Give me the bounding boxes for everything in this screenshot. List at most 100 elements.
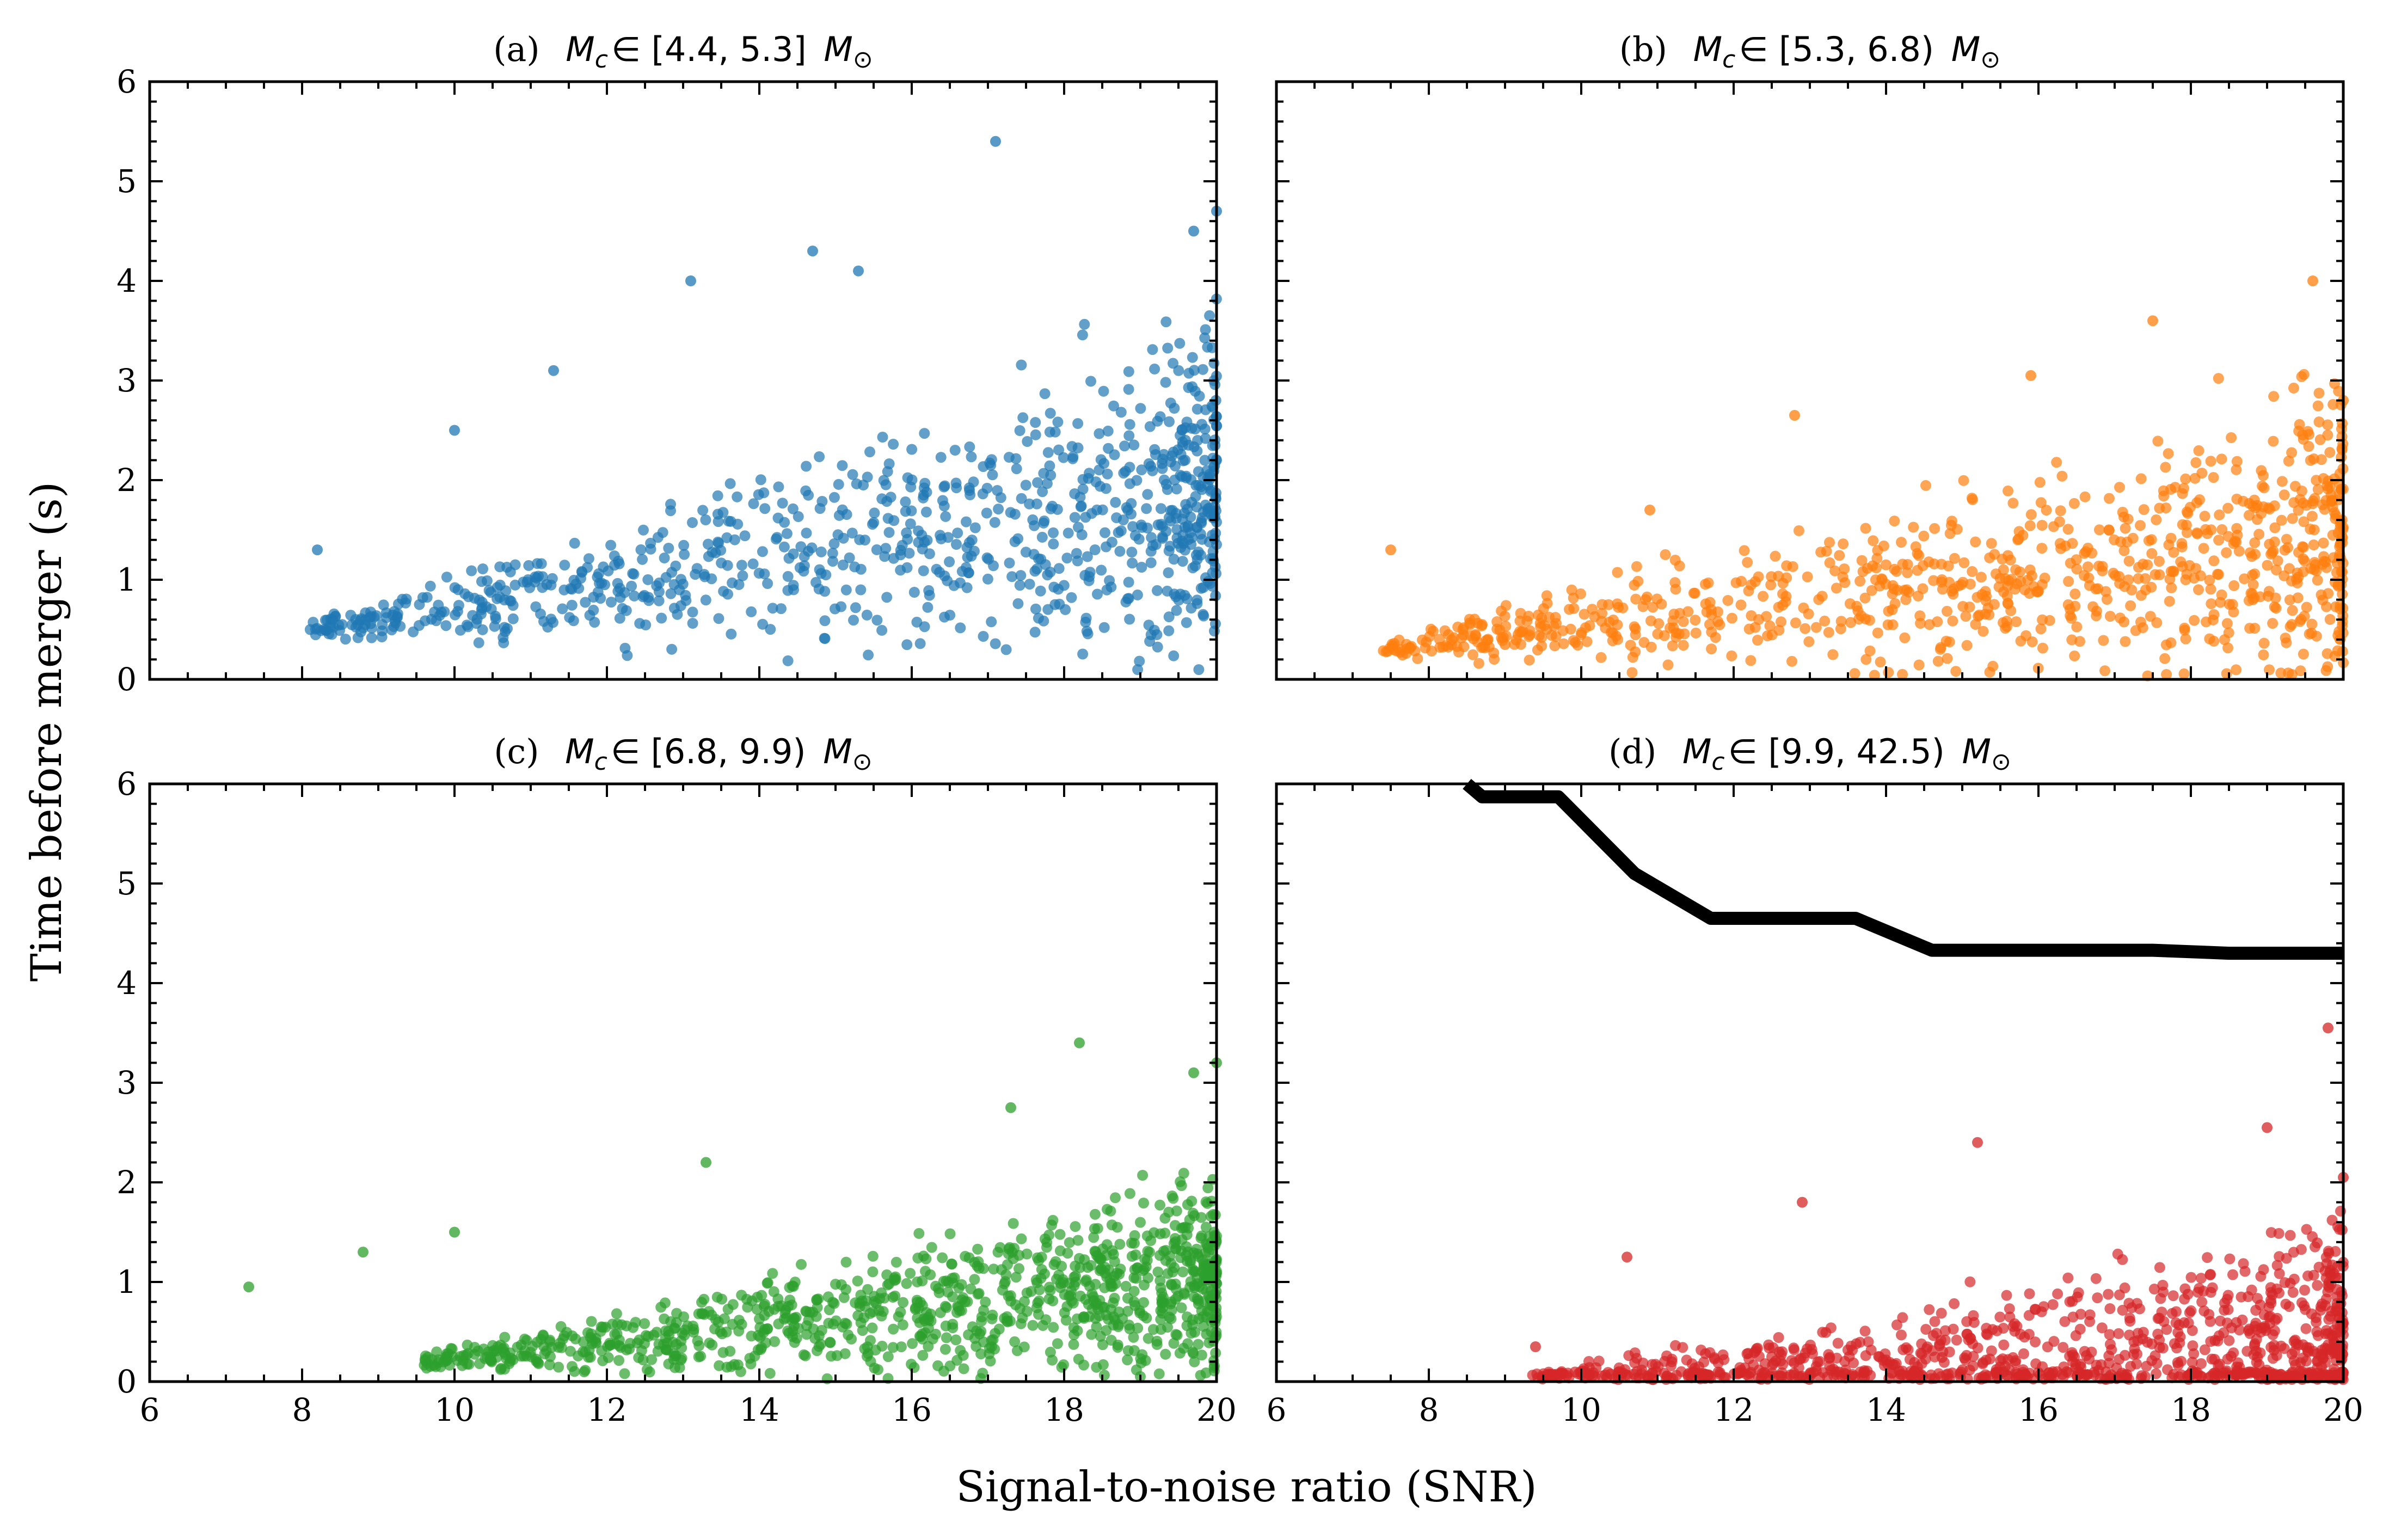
point-b <box>2231 523 2243 534</box>
point-b <box>2296 486 2307 496</box>
x-tick-label: 10 <box>434 1391 475 1428</box>
point-a <box>876 624 888 636</box>
point-d <box>2302 1345 2313 1357</box>
point-b <box>2268 391 2280 402</box>
point-c <box>1056 1361 1067 1373</box>
point-a <box>417 592 428 603</box>
point-b <box>2118 511 2129 523</box>
point-a <box>951 482 962 494</box>
point-b <box>1653 618 1665 629</box>
point-c <box>452 1355 463 1366</box>
point-d <box>2018 1348 2029 1359</box>
point-b <box>2055 505 2066 517</box>
point-b <box>1889 598 1901 609</box>
point-c <box>1034 1284 1045 1296</box>
point-d <box>2274 1287 2284 1299</box>
point-b <box>2180 633 2191 645</box>
point-a <box>1205 486 1217 497</box>
x-tick-label: 12 <box>587 1391 627 1428</box>
point-d <box>2287 1287 2299 1298</box>
point-d <box>2129 1343 2140 1354</box>
point-d <box>1997 1353 2009 1365</box>
point-c <box>950 1334 962 1346</box>
point-a <box>895 544 906 556</box>
point-a <box>737 570 748 581</box>
point-d <box>2231 1370 2242 1381</box>
point-b <box>1798 602 1809 613</box>
point-c <box>1056 1261 1067 1272</box>
y-tick-label: 3 <box>116 1064 137 1101</box>
point-a <box>1209 440 1221 451</box>
point-b <box>2336 423 2347 434</box>
point-a <box>871 615 883 626</box>
point-a <box>1133 533 1145 545</box>
point-d <box>2312 1280 2323 1291</box>
point-a <box>1072 442 1084 453</box>
point-c <box>840 1284 852 1295</box>
point-d <box>1929 1316 1940 1327</box>
point-d <box>2166 1308 2178 1319</box>
point-a <box>864 446 875 458</box>
point-a <box>1134 655 1145 667</box>
point-a <box>697 505 709 516</box>
point-d <box>2324 1281 2335 1293</box>
point-d <box>2124 1312 2135 1324</box>
title-unit-sub-a: ⊙ <box>853 46 873 73</box>
point-a <box>656 612 667 624</box>
point-b <box>1765 579 1777 591</box>
point-a <box>732 491 743 502</box>
point-b <box>1641 591 1653 603</box>
point-c <box>944 1228 956 1240</box>
point-c <box>1178 1168 1189 1179</box>
point-a <box>505 566 516 578</box>
point-a <box>961 562 972 573</box>
point-c <box>1165 1258 1177 1269</box>
point-a <box>830 603 840 615</box>
point-b <box>1924 619 1935 630</box>
point-a <box>888 553 899 564</box>
point-b <box>2306 511 2318 522</box>
point-b <box>1770 550 1781 562</box>
point-d <box>2299 1285 2310 1296</box>
point-b <box>1777 578 1789 589</box>
point-a <box>781 528 793 539</box>
point-a <box>1077 483 1089 495</box>
point-b <box>1970 619 1981 630</box>
point-b <box>1899 585 1910 596</box>
scatter-points-a <box>304 136 1222 676</box>
point-c <box>920 1266 931 1277</box>
point-c <box>784 1294 796 1306</box>
x-tick-label: 18 <box>2171 1391 2211 1428</box>
point-b <box>2263 502 2274 513</box>
point-a <box>679 549 690 560</box>
point-b <box>1576 627 1587 639</box>
point-b <box>1679 628 1690 640</box>
point-a <box>1066 592 1077 603</box>
point-b <box>1831 582 1842 594</box>
point-a <box>1181 617 1192 628</box>
point-b <box>1913 659 1925 671</box>
point-d <box>1605 1369 1617 1380</box>
point-b <box>1918 530 1930 542</box>
point-d <box>1831 1369 1843 1381</box>
point-a <box>1165 516 1176 526</box>
point-a <box>559 560 570 571</box>
point-d <box>1814 1372 1826 1383</box>
point-b <box>2151 617 2163 628</box>
point-a <box>987 469 998 481</box>
point-a <box>638 590 650 601</box>
point-a <box>746 606 757 617</box>
point-d <box>2161 1324 2172 1335</box>
point-d <box>2239 1266 2251 1277</box>
point-d <box>1845 1340 1857 1352</box>
point-d <box>1936 1308 1947 1319</box>
point-d <box>2246 1284 2257 1296</box>
point-a <box>793 511 804 522</box>
point-a <box>663 543 674 554</box>
point-a <box>712 490 723 501</box>
point-b <box>2276 476 2288 487</box>
point-c <box>744 1353 756 1364</box>
point-c <box>1120 1280 1132 1292</box>
point-b <box>1766 571 1777 582</box>
point-b <box>2298 566 2309 578</box>
